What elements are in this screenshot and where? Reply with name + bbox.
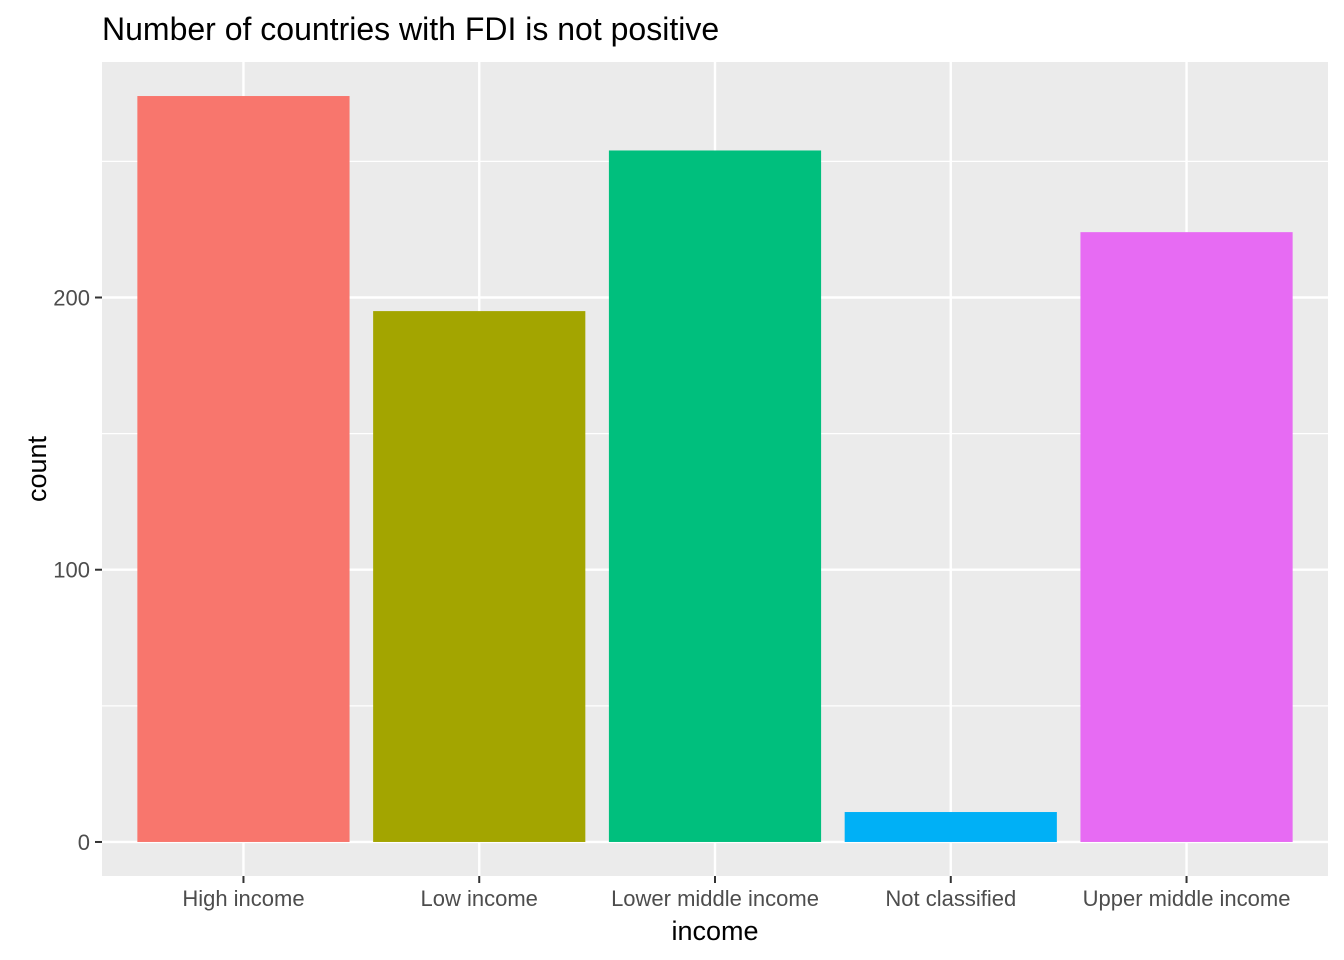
x-axis: High income Low income Lower middle income… bbox=[182, 876, 1290, 911]
bars bbox=[137, 96, 1293, 842]
y-tick-label: 0 bbox=[78, 830, 90, 855]
x-axis-title: income bbox=[671, 916, 758, 946]
x-tick-label: Low income bbox=[421, 886, 538, 911]
y-axis: 0 100 200 bbox=[53, 285, 102, 855]
bar bbox=[1080, 232, 1293, 842]
y-axis-title: count bbox=[22, 435, 52, 502]
y-tick-label: 200 bbox=[53, 285, 90, 310]
chart-title: Number of countries with FDI is not posi… bbox=[102, 11, 719, 47]
bar bbox=[844, 812, 1057, 842]
x-tick-label: Not classified bbox=[885, 886, 1016, 911]
x-tick-label: Lower middle income bbox=[611, 886, 819, 911]
x-tick-label: High income bbox=[182, 886, 304, 911]
bar bbox=[608, 150, 822, 842]
x-tick-label: Upper middle income bbox=[1083, 886, 1291, 911]
bar bbox=[137, 96, 350, 842]
y-tick-label: 100 bbox=[53, 558, 90, 583]
bar bbox=[373, 311, 586, 842]
